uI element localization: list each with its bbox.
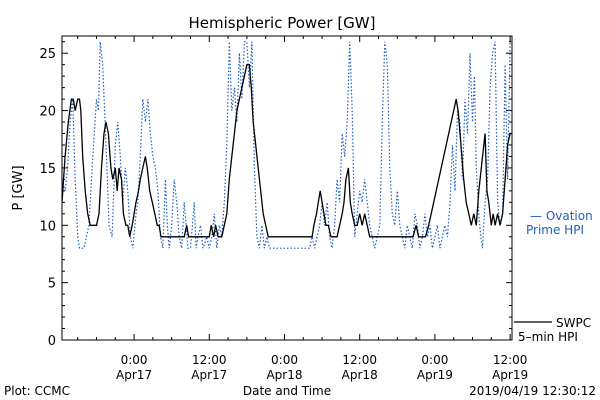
chart-title: Hemispheric Power [GW] (189, 14, 376, 32)
plot-credit: Plot: CCMC (4, 384, 70, 398)
y-tick-label: 5 (48, 277, 56, 292)
x-tick-label-time: 12:00 (192, 353, 227, 367)
plot-timestamp: 2019/04/19 12:30:12 (469, 384, 596, 398)
y-tick-label: 15 (39, 162, 56, 177)
y-tick-label: 0 (48, 334, 56, 349)
y-axis-ticks: 0 5 10 15 20 25 (39, 41, 512, 349)
x-tick-label-time: 12:00 (342, 353, 377, 367)
legend-swpc-line2: 5–min HPI (518, 330, 578, 344)
y-tick-label: 20 (39, 105, 56, 120)
x-tick-label-date: Apr18 (266, 368, 302, 382)
series-line-ovation-prime-hpi (62, 41, 512, 249)
series-line-swpc-5-min-hpi (62, 64, 512, 238)
x-tick-label-time: 12:00 (493, 353, 528, 367)
series-layer (62, 41, 512, 249)
x-tick-label-date: Apr19 (492, 368, 528, 382)
x-tick-label-date: Apr19 (417, 368, 453, 382)
x-tick-label-date: Apr18 (342, 368, 378, 382)
legend-swpc-line1: SWPC (556, 316, 591, 330)
x-tick-label-date: Apr17 (116, 368, 152, 382)
x-tick-label-time: 0:00 (121, 353, 148, 367)
x-axis-ticks: 0:00Apr1712:00Apr170:00Apr1812:00Apr180:… (77, 36, 528, 382)
legend-ovation-line2: Prime HPI (526, 223, 584, 237)
y-tick-label: 25 (39, 47, 56, 62)
x-tick-label-time: 0:00 (271, 353, 298, 367)
y-tick-label: 10 (39, 219, 56, 234)
plot-frame (61, 35, 513, 341)
x-tick-label-time: 0:00 (421, 353, 448, 367)
legend-ovation-line1: — Ovation (530, 209, 593, 223)
y-axis-label: P [GW] (11, 165, 26, 210)
x-tick-label-date: Apr17 (191, 368, 227, 382)
x-axis-label: Date and Time (243, 384, 331, 398)
